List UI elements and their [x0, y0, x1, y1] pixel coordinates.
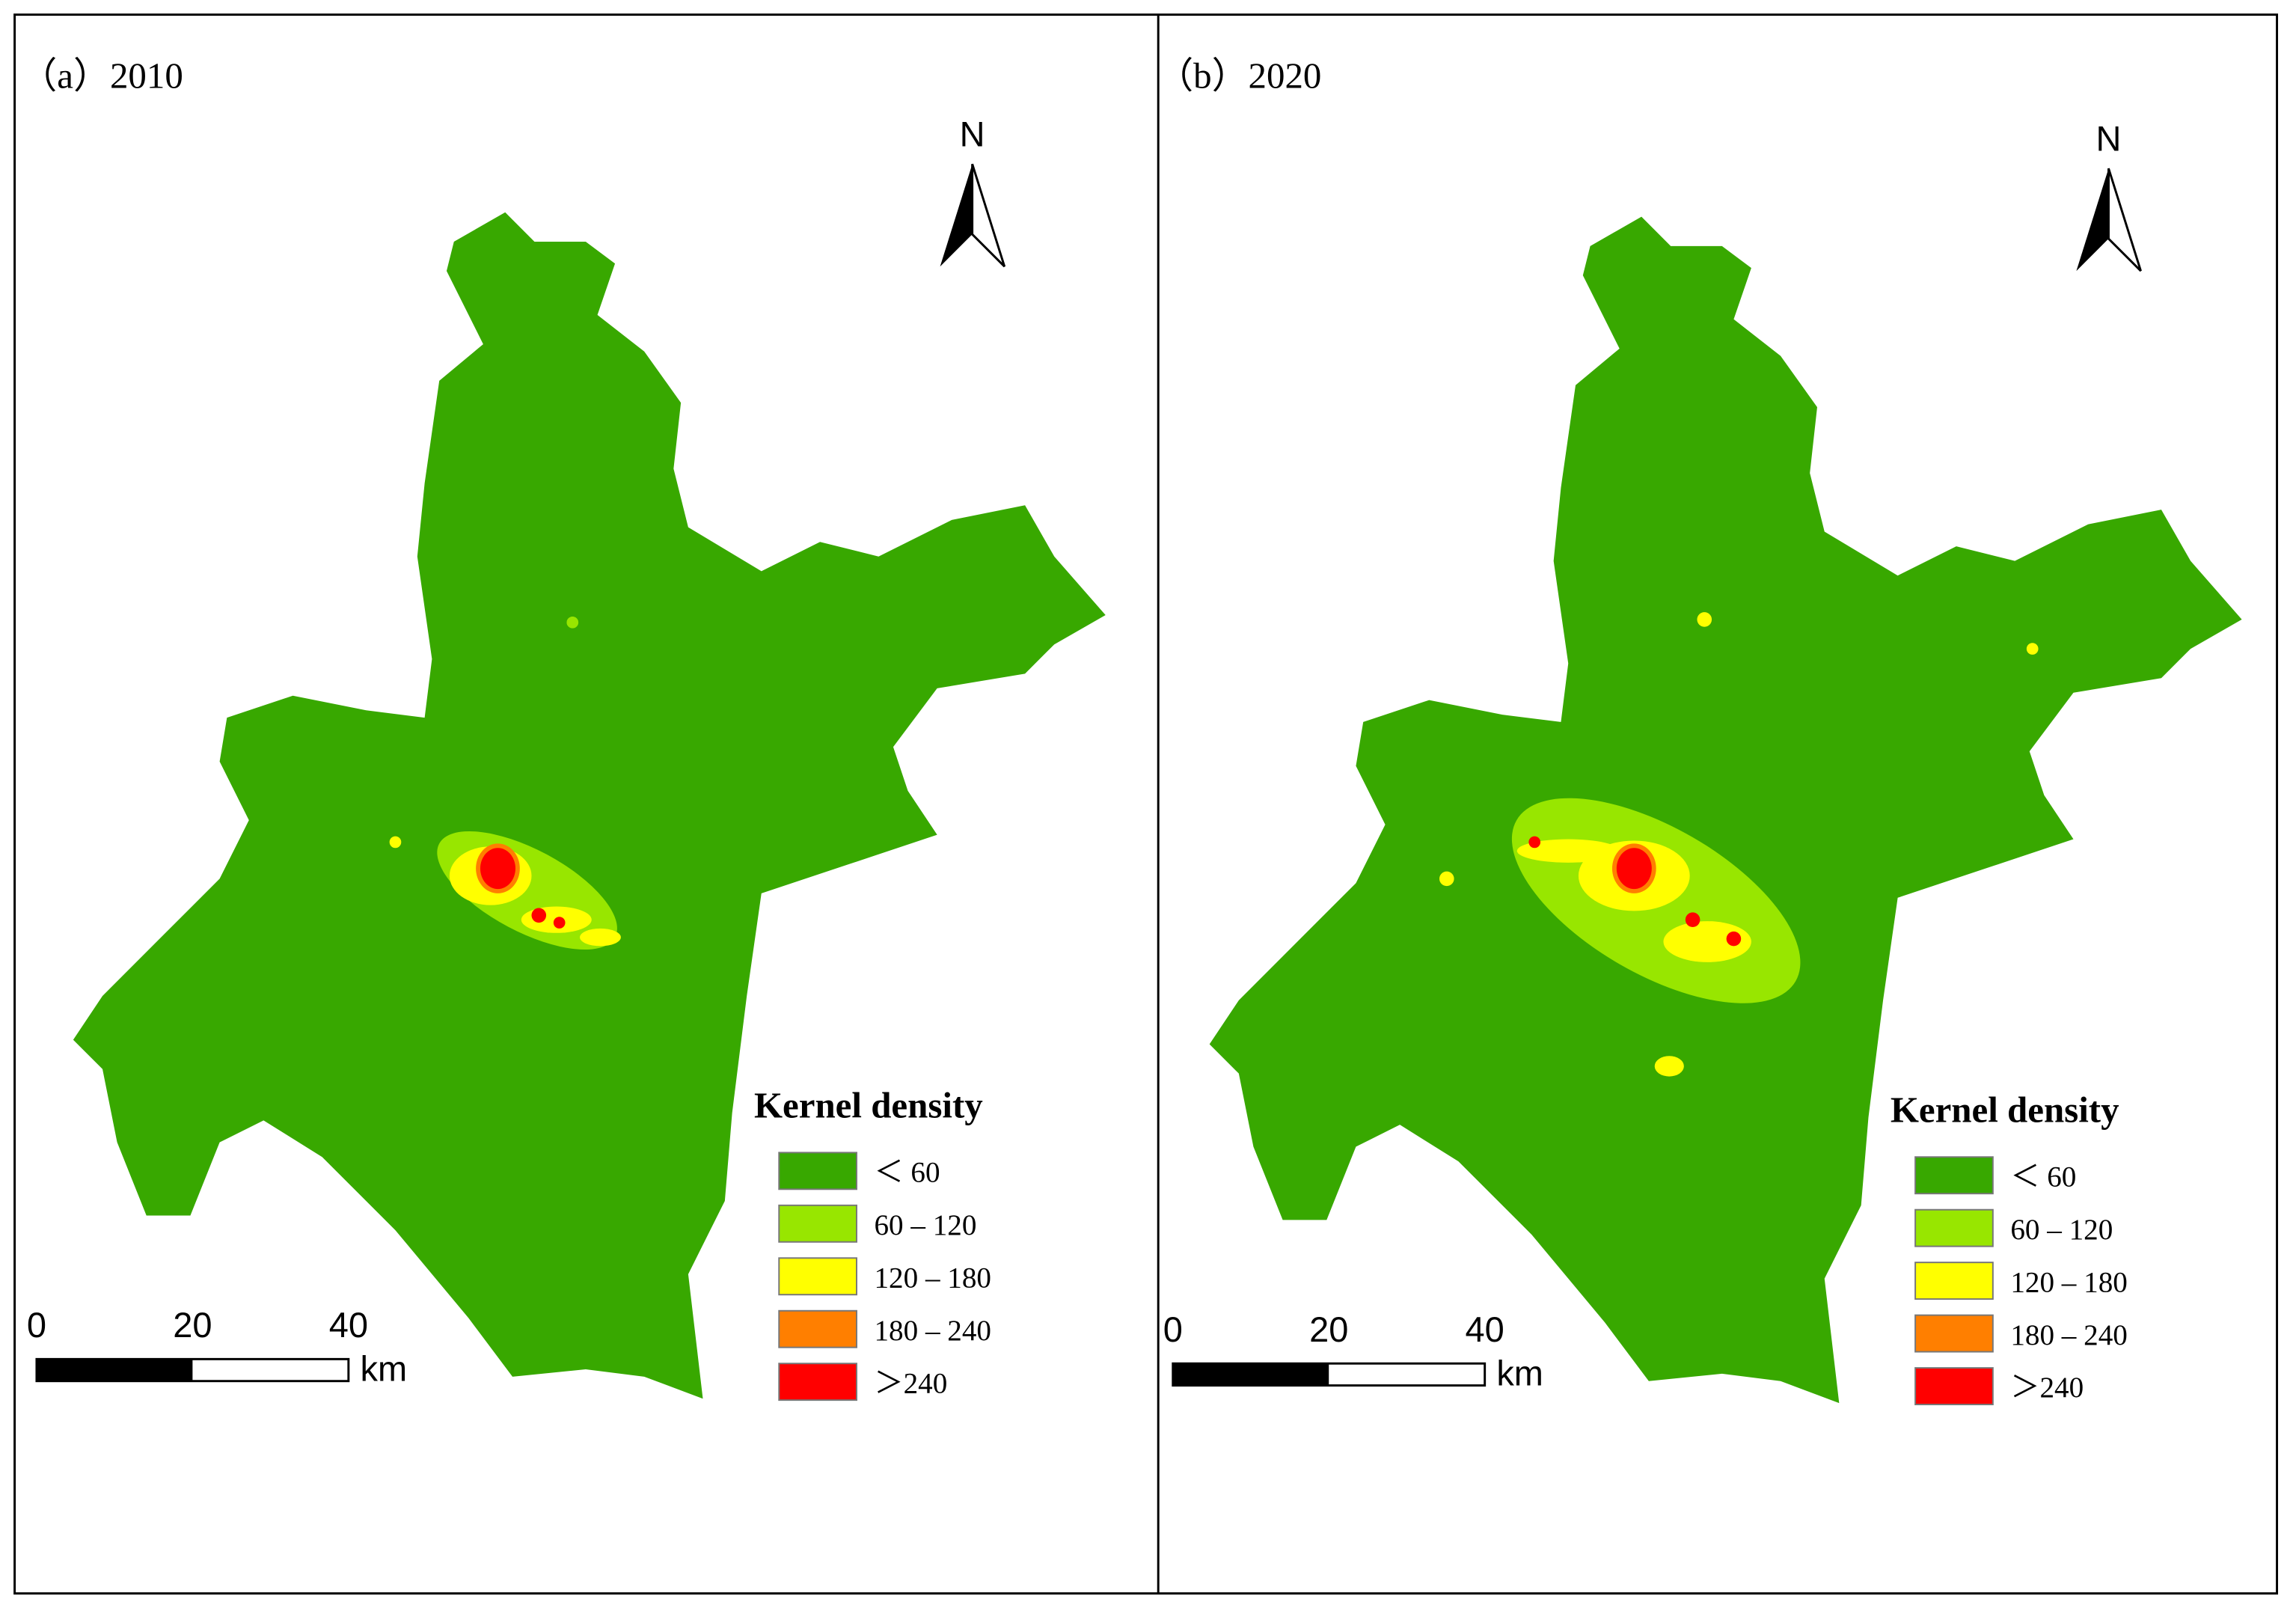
legend-swatch	[1914, 1367, 1994, 1406]
scale-tick-label: 20	[1309, 1309, 1348, 1349]
north-arrow	[940, 164, 973, 267]
legend-swatch	[778, 1257, 857, 1296]
scale-bar	[1172, 1363, 1329, 1386]
scale-unit: km	[1496, 1354, 1543, 1393]
legend-label: ＜ 60	[2010, 1161, 2076, 1193]
legend-label: 60 – 120	[2010, 1214, 2113, 1246]
north-arrow	[2076, 168, 2109, 272]
legend-swatch	[1914, 1208, 1994, 1247]
panel-label: （a）2010	[20, 55, 183, 96]
scale-tick-label: 40	[329, 1305, 368, 1345]
legend-title: Kernel density	[1891, 1089, 2119, 1130]
hotspots	[389, 617, 621, 950]
legend-label: ＞240	[2010, 1372, 2084, 1404]
panel-label: （b）2020	[1157, 55, 1321, 96]
panel: （b）2020 N Kernel density ＜ 60 60 – 120 120 – …	[1157, 55, 2242, 1406]
north-label: N	[2096, 119, 2122, 159]
legend-swatch	[778, 1152, 857, 1190]
legend-label: 120 – 180	[874, 1262, 991, 1294]
legend-label: ＜ 60	[874, 1157, 940, 1189]
hotspots	[1439, 612, 2039, 1077]
north-arrow	[2107, 168, 2142, 272]
scale-bar	[36, 1359, 193, 1381]
legend-label: 60 – 120	[874, 1209, 976, 1241]
scale-tick-label: 0	[1163, 1309, 1183, 1349]
legend-swatch	[778, 1309, 857, 1348]
legend-label: 180 – 240	[874, 1315, 991, 1347]
frame	[13, 13, 2279, 1595]
legend-title: Kernel density	[754, 1084, 983, 1125]
legend-swatch	[1914, 1156, 1994, 1195]
panel: （a）2010 N Kernel density ＜ 60 60 – 120 120 – …	[20, 55, 1106, 1401]
legend-swatch	[1914, 1314, 1994, 1353]
scale-tick-label: 40	[1466, 1309, 1504, 1349]
scale-tick-label: 0	[27, 1305, 46, 1345]
legend-swatch	[778, 1363, 857, 1401]
north-arrow	[971, 163, 1006, 268]
legend-label: ＞240	[874, 1367, 947, 1399]
legend-label: 120 – 180	[2010, 1266, 2128, 1298]
legend-swatch	[1914, 1262, 1994, 1300]
scale-unit: km	[360, 1349, 407, 1389]
scale-tick-label: 20	[173, 1305, 212, 1345]
north-label: N	[960, 114, 985, 154]
legend-label: 180 – 240	[2010, 1319, 2128, 1351]
legend-swatch	[778, 1204, 857, 1243]
